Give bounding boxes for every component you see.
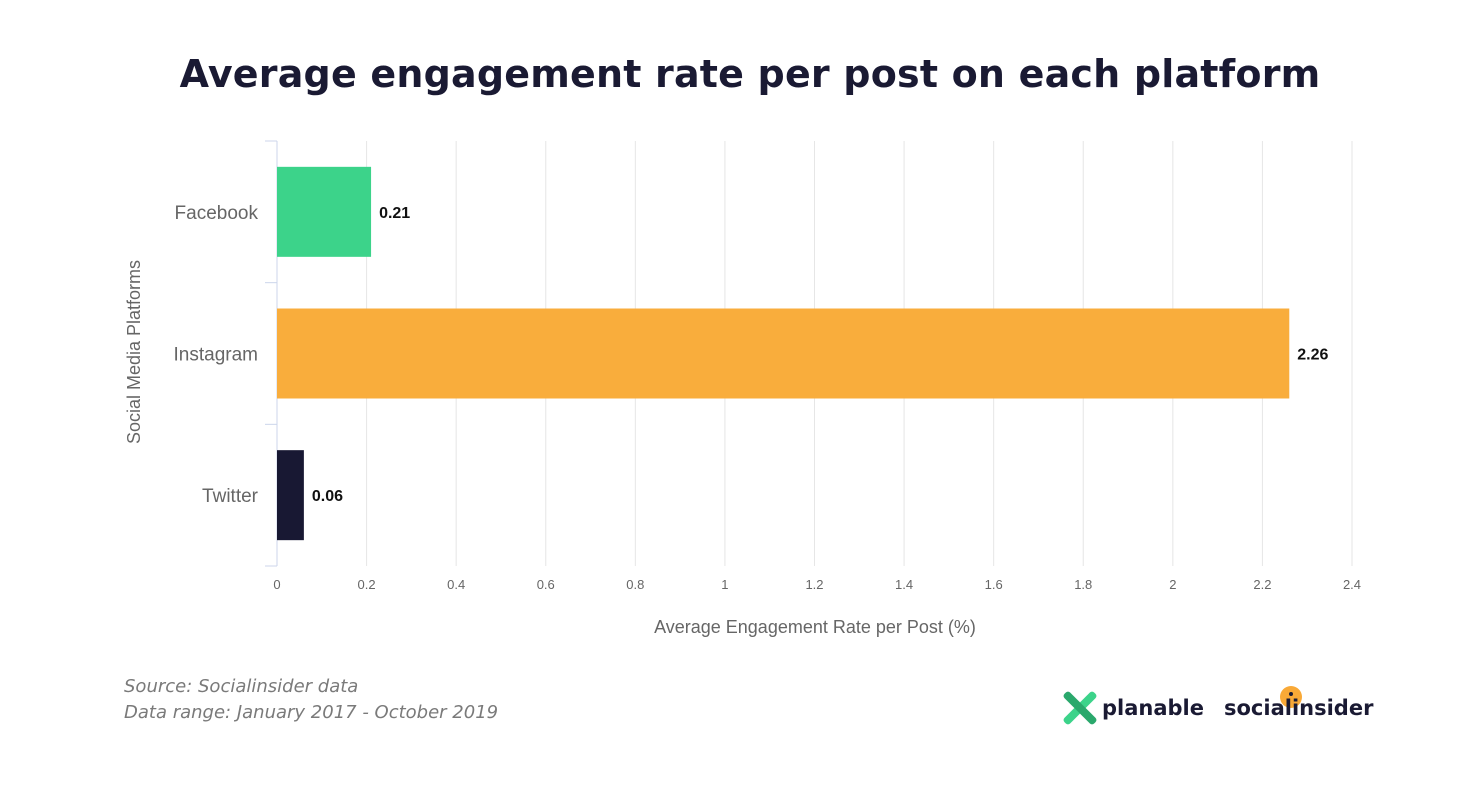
planable-wordmark: planable	[1102, 696, 1204, 720]
x-tick-label: 0.6	[537, 577, 555, 592]
planable-logo-icon	[1060, 689, 1098, 727]
labels: 0 0.2 0.4 0.6 0.8 1 1.2 1.4 1.6 1.8 2 2.2 2.4 Faceboo…	[174, 203, 1362, 592]
category-label: Twitter	[202, 486, 259, 507]
axes	[265, 140, 278, 567]
x-tick-label: 0.4	[447, 577, 465, 592]
socialinsider-logo: socialinsider	[1224, 686, 1374, 730]
x-tick-label: 1	[721, 577, 728, 592]
data-range-note: Data range: January 2017 - October 2019	[124, 702, 499, 723]
socialinsider-wordmark: socialinsider	[1224, 696, 1374, 720]
y-axis-title: Social Media Platforms	[124, 260, 144, 444]
x-tick-label: 2.4	[1343, 577, 1361, 592]
bar-twitter	[277, 450, 304, 541]
data-label: 0.21	[379, 205, 410, 222]
bar-facebook	[277, 166, 372, 257]
x-tick-label: 2.2	[1253, 577, 1271, 592]
x-tick-label: 1.2	[805, 577, 823, 592]
bar-instagram	[277, 308, 1290, 399]
x-tick-label: 0.8	[626, 577, 644, 592]
source-note: Source: Socialinsider data	[124, 676, 359, 697]
x-tick-label: 1.8	[1074, 577, 1092, 592]
x-axis-title: Average Engagement Rate per Post (%)	[654, 617, 976, 637]
x-tick-label: 2	[1169, 577, 1176, 592]
chart-title: Average engagement rate per post on each…	[179, 52, 1321, 96]
x-tick-label: 1.4	[895, 577, 913, 592]
x-tick-label: 0.2	[358, 577, 376, 592]
bar-chart: 0 0.2 0.4 0.6 0.8 1 1.2 1.4 1.6 1.8 2 2.2 2.4 Faceboo…	[124, 140, 1362, 637]
data-label: 2.26	[1297, 347, 1328, 364]
x-tick-label: 1.6	[985, 577, 1003, 592]
data-label: 0.06	[312, 488, 343, 505]
socialinsider-logo-icon	[1280, 686, 1302, 708]
x-tick-label: 0	[273, 577, 280, 592]
planable-logo: planable	[1060, 688, 1204, 728]
category-label: Facebook	[175, 203, 259, 224]
category-label: Instagram	[174, 345, 258, 366]
bars	[277, 166, 1290, 541]
footer: Source: Socialinsider data Data range: J…	[124, 674, 498, 726]
